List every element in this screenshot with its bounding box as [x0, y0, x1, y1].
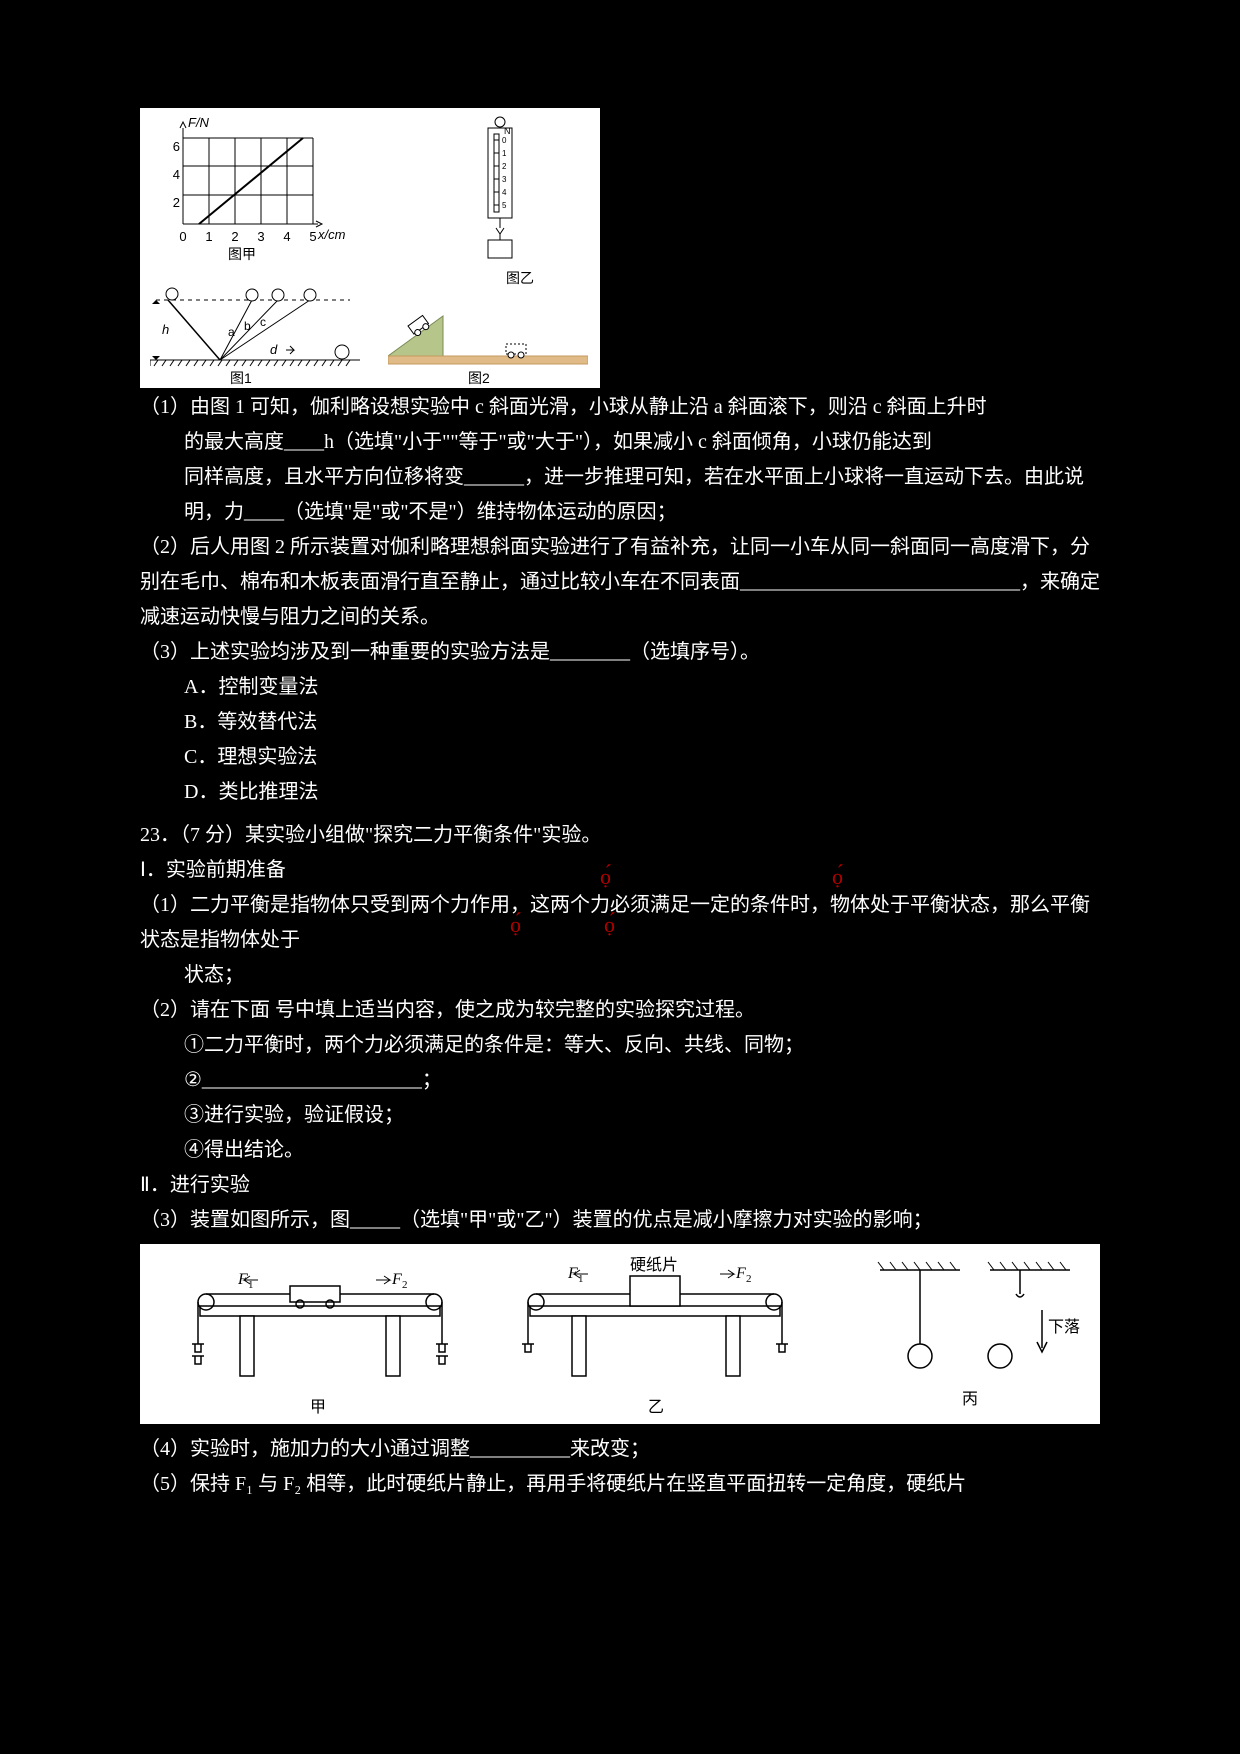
- svg-text:0: 0: [502, 136, 507, 145]
- q22-1-line1: （1）由图 1 可知，伽利略设想实验中 c 斜面光滑，小球从静止沿 a 斜面滚下…: [140, 390, 1100, 425]
- q23-stem-1: 23．（7 分）某实验小组做"探究二力平衡条件"实验。: [140, 818, 1100, 853]
- svg-text:c: c: [260, 315, 266, 329]
- svg-text:N: N: [504, 126, 511, 136]
- ytick: 6: [162, 136, 180, 159]
- q23-3: （3）装置如图所示，图_____（选填"甲"或"乙"）装置的优点是减小摩擦力对实…: [140, 1203, 1100, 1238]
- spring-scale-svg: N 0 1 2 3 4 5: [460, 114, 540, 264]
- q22-2: （2）后人用图 2 所示装置对伽利略理想斜面实验进行了有益补充，让同一小车从同一…: [140, 530, 1100, 635]
- figure-bottom-svg: F1 F2 F1 F2: [140, 1244, 1100, 1424]
- diagram1-caption: 图1: [230, 366, 252, 391]
- q23-2-sub4: ④得出结论。: [140, 1133, 1100, 1168]
- caption-yi: 乙: [648, 1394, 664, 1422]
- q23-2-sub2: ②______________________；: [140, 1063, 1100, 1098]
- chart-fn-vs-x: F/N x/cm 6 4 2 0 1 2 3 4 5: [158, 114, 343, 264]
- xtick: 0: [176, 226, 190, 249]
- q23-1: （1）二力平衡是指物体只受到两个力作用，这两个力必须满足一定的条件时，物体处于平…: [140, 888, 1100, 958]
- q22-3-optB: B．等效替代法: [140, 705, 1100, 740]
- spring-caption: 图乙: [460, 266, 580, 291]
- q23-2-sub3: ③进行实验，验证假设；: [140, 1098, 1100, 1133]
- svg-text:2: 2: [746, 1273, 752, 1285]
- chart-svg: [158, 114, 343, 234]
- label-fall: 下落: [1048, 1314, 1080, 1342]
- xtick: 5: [306, 226, 320, 249]
- q22-1-line2: 的最大高度____h（选填"小于""等于"或"大于"），如果减小 c 斜面倾角，…: [140, 425, 1100, 460]
- q23-2: （2）请在下面 号中填上适当内容，使之成为较完整的实验探究过程。: [140, 993, 1100, 1028]
- svg-text:a: a: [228, 325, 235, 339]
- caption-bing: 丙: [962, 1386, 978, 1414]
- x-axis-label: x/cm: [318, 224, 345, 247]
- svg-text:d: d: [270, 342, 278, 357]
- q23-II: Ⅱ．进行实验: [140, 1168, 1100, 1203]
- question-23: 23．（7 分）某实验小组做"探究二力平衡条件"实验。 Ⅰ．实验前期准备 （1）…: [140, 818, 1100, 1238]
- diagram-slopes: h a b c d: [150, 280, 360, 380]
- svg-text:1: 1: [578, 1273, 584, 1285]
- q22-3-optD: D．类比推理法: [140, 775, 1100, 810]
- figure-bottom: F1 F2 F1 F2: [140, 1244, 1100, 1424]
- svg-text:2: 2: [502, 162, 507, 171]
- svg-text:F: F: [391, 1271, 402, 1288]
- diagram2-caption: 图2: [468, 366, 490, 391]
- q23-2-sub1: ①二力平衡时，两个力必须满足的条件是：等大、反向、共线、同物；: [140, 1028, 1100, 1063]
- q23-1-line2: 状态；: [140, 958, 1100, 993]
- q23-stem-2: Ⅰ．实验前期准备: [140, 853, 1100, 888]
- ytick: 2: [162, 192, 180, 215]
- q22-3-intro: （3）上述实验均涉及到一种重要的实验方法是________（选填序号）。: [140, 635, 1100, 670]
- page: F/N x/cm 6 4 2 0 1 2 3 4 5: [0, 0, 1240, 1754]
- svg-text:5: 5: [502, 201, 507, 210]
- xtick: 4: [280, 226, 294, 249]
- label-hard-card: 硬纸片: [630, 1252, 678, 1280]
- chart-caption: 图甲: [228, 242, 256, 267]
- diagram-ramp: [388, 304, 588, 374]
- caption-jia: 甲: [310, 1394, 326, 1422]
- svg-text:1: 1: [502, 149, 507, 158]
- q23-5: （5）保持 F₁ 与 F₂ 相等，此时硬纸片静止，再用手将硬纸片在竖直平面扭转一…: [140, 1467, 1100, 1502]
- svg-text:F: F: [735, 1265, 746, 1282]
- svg-text:3: 3: [502, 175, 507, 184]
- svg-text:h: h: [162, 322, 169, 337]
- svg-text:1: 1: [248, 1279, 254, 1291]
- svg-text:2: 2: [402, 1279, 408, 1291]
- ytick: 4: [162, 164, 180, 187]
- q22-3-optA: A．控制变量法: [140, 670, 1100, 705]
- y-axis-label: F/N: [188, 112, 209, 135]
- xtick: 1: [202, 226, 216, 249]
- xtick: 3: [254, 226, 268, 249]
- svg-text:4: 4: [502, 188, 507, 197]
- question-22: （1）由图 1 可知，伽利略设想实验中 c 斜面光滑，小球从静止沿 a 斜面滚下…: [140, 390, 1100, 810]
- q23-4: （4）实验时，施加力的大小通过调整__________来改变；: [140, 1432, 1100, 1467]
- q22-3-optC: C．理想实验法: [140, 740, 1100, 775]
- q22-1-line3: 同样高度，且水平方向位移将变______，进一步推理可知，若在水平面上小球将一直…: [140, 460, 1100, 530]
- svg-text:b: b: [244, 319, 251, 333]
- figure-top: F/N x/cm 6 4 2 0 1 2 3 4 5: [140, 108, 600, 388]
- spring-scale: N 0 1 2 3 4 5 图乙: [460, 114, 580, 284]
- question-23-tail: （4）实验时，施加力的大小通过调整__________来改变； （5）保持 F₁…: [140, 1432, 1100, 1502]
